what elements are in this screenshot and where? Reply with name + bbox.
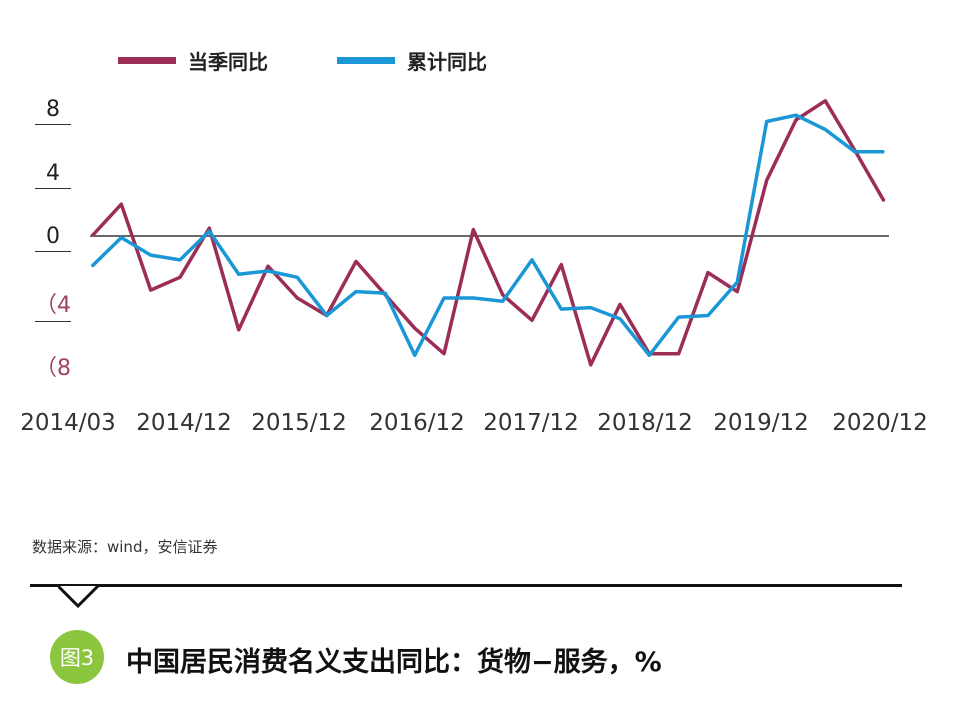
series-line-quarterly [90,99,886,367]
x-tick-label: 2016/12 [369,410,465,436]
legend-label-quarterly: 当季同比 [188,50,268,74]
point-cumulative-2020/12 [883,150,885,153]
point-cumulative-2014/06 [120,236,123,239]
point-quarterly-2020/03 [795,119,797,121]
point-quarterly-2019/06 [707,271,709,274]
divider-rule [30,584,902,587]
point-quarterly-2014/03 [91,235,93,237]
point-quarterly-2017/03 [443,352,445,355]
legend-item-quarterly: 当季同比 [118,46,268,75]
legend-swatch-quarterly [118,57,176,64]
point-quarterly-2020/06 [824,100,827,102]
x-tick-label: 2015/12 [251,410,347,436]
legend-swatch-cumulative [337,57,395,64]
x-tick-label: 2017/12 [483,410,579,436]
point-quarterly-2019/03 [677,352,680,355]
point-cumulative-2014/12 [179,259,181,261]
y-tick-label-8: 8 [30,97,76,125]
point-quarterly-2017/12 [531,319,533,322]
point-cumulative-2017/06 [472,297,475,299]
point-cumulative-2017/03 [443,297,445,299]
y-tick-underline [35,321,71,322]
y-tick-underline [35,124,71,125]
point-quarterly-2015/06 [237,329,240,331]
y-tick-label-neg8: （8 [30,350,76,382]
y-tick-text-neg8: （8 [35,356,71,381]
x-tick-label: 2014/03 [20,410,116,436]
point-cumulative-2016/12 [413,354,416,357]
y-tick-label-4: 4 [30,161,76,189]
figure-number-badge: 图3 [50,630,104,684]
point-quarterly-2015/03 [208,227,211,229]
point-cumulative-2020/06 [824,128,827,131]
y-tick-text-0: 0 [46,224,60,249]
point-cumulative-2014/09 [149,254,152,256]
chart-title: 中国居民消费名义支出同比：货物−服务，% [126,647,662,678]
point-cumulative-2018/06 [589,306,592,309]
point-cumulative-2017/09 [501,300,504,303]
chart-plot-area [90,99,889,367]
y-tick-text-neg4: （4 [35,293,71,318]
point-cumulative-2015/06 [237,273,240,276]
point-cumulative-2016/03 [325,314,328,317]
point-cumulative-2017/12 [531,259,533,261]
legend-label-cumulative: 累计同比 [407,50,487,74]
point-quarterly-2020/12 [883,200,885,202]
data-source-note: 数据来源：wind，安信证券 [32,538,218,556]
y-tick-underline [35,188,71,189]
point-quarterly-2019/12 [765,179,768,182]
y-tick-underline [35,251,71,252]
point-cumulative-2016/06 [355,290,357,293]
x-tick-label: 2014/12 [136,410,232,436]
y-tick-text-8: 8 [46,97,60,122]
point-cumulative-2018/12 [648,354,651,357]
point-cumulative-2014/03 [91,265,93,268]
point-cumulative-2015/09 [267,270,269,272]
x-tick-label: 2020/12 [832,410,928,436]
point-cumulative-2020/03 [795,114,797,116]
point-quarterly-2014/09 [149,289,152,291]
point-quarterly-2017/09 [501,294,504,296]
point-quarterly-2019/09 [736,290,739,293]
point-quarterly-2018/03 [560,263,563,266]
x-tick-label: 2018/12 [597,410,693,436]
point-cumulative-2020/09 [853,150,856,153]
point-quarterly-2018/06 [589,364,592,366]
point-cumulative-2015/03 [208,230,211,232]
point-cumulative-2016/09 [384,292,387,295]
y-tick-text-4: 4 [46,161,60,186]
y-tick-label-neg4: （4 [30,287,76,322]
point-cumulative-2018/03 [560,308,563,310]
point-cumulative-2018/09 [619,317,621,320]
divider-notch-icon [58,586,100,609]
legend-item-cumulative: 累计同比 [337,46,487,75]
point-cumulative-2019/03 [677,316,680,318]
point-cumulative-2019/06 [707,314,709,317]
point-quarterly-2015/12 [296,297,299,299]
point-quarterly-2015/09 [267,265,269,268]
point-cumulative-2015/12 [296,276,299,279]
point-quarterly-2014/12 [179,276,181,279]
point-quarterly-2016/12 [413,327,416,330]
point-quarterly-2018/09 [619,303,621,306]
point-cumulative-2019/09 [736,281,739,283]
point-cumulative-2019/12 [765,120,768,123]
point-quarterly-2014/06 [120,203,123,205]
x-tick-label: 2019/12 [713,410,809,436]
series-line-cumulative [90,113,884,358]
y-tick-label-0: 0 [30,224,76,252]
point-quarterly-2017/06 [472,228,475,231]
point-quarterly-2016/06 [355,260,357,263]
